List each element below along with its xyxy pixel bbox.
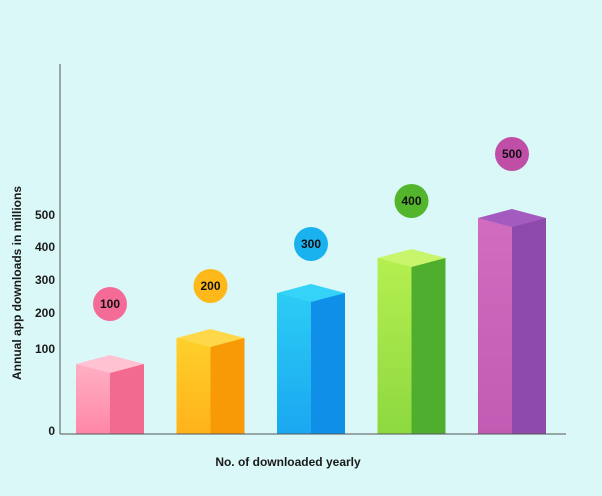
bar-side (512, 218, 546, 434)
y-axis-title: Annual app downloads in millions (10, 186, 24, 380)
bar: 400 (377, 184, 446, 434)
y-tick-label: 500 (35, 208, 55, 222)
y-tick-label: 400 (35, 240, 55, 254)
bar-top (176, 329, 245, 347)
y-tick-labels: 0 100 200 300 400 500 (35, 208, 55, 438)
bars: 100 200 300 400 500 (76, 137, 546, 434)
y-tick-label: 300 (35, 273, 55, 287)
bar-top (377, 249, 446, 267)
bar-top (76, 355, 144, 373)
value-bubble (294, 227, 328, 261)
data-label: 200 (200, 279, 220, 293)
bar-side (210, 338, 245, 434)
bar-side (110, 364, 144, 434)
value-bubble (193, 269, 228, 303)
value-bubble (495, 137, 529, 171)
x-axis-title: No. of downloaded yearly (215, 455, 361, 469)
data-label: 100 (100, 297, 120, 311)
y-tick-label: 100 (35, 342, 55, 356)
data-label: 400 (401, 194, 421, 208)
bar: 200 (176, 269, 245, 434)
bar: 500 (478, 137, 546, 434)
data-label: 500 (502, 147, 522, 161)
bar-top (277, 284, 345, 302)
bar-side (311, 293, 345, 434)
data-label: 300 (301, 237, 321, 251)
y-tick-label: 0 (48, 424, 55, 438)
y-tick-label: 200 (35, 306, 55, 320)
value-bubble (93, 287, 127, 321)
bar: 100 (76, 287, 144, 434)
bar-side (411, 258, 446, 434)
value-bubble (394, 184, 429, 218)
bar: 300 (277, 227, 345, 434)
bar-top (478, 209, 546, 227)
